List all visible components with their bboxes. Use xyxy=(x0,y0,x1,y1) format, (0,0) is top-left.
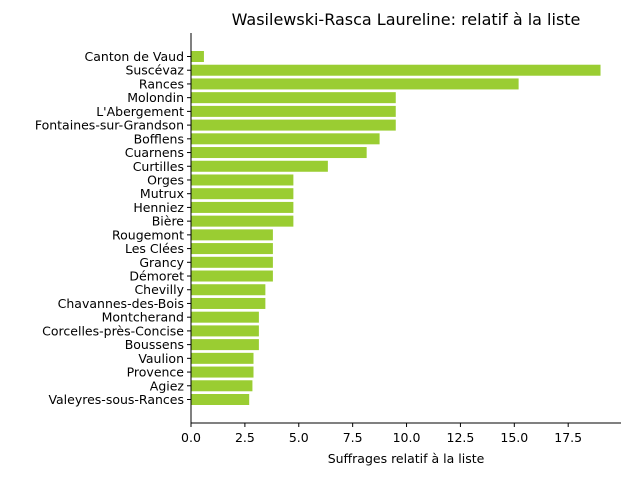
x-tick-label-7: 17.5 xyxy=(554,430,582,445)
category-label-19: Montcherand xyxy=(102,310,184,325)
plot-frame-left-bottom xyxy=(190,33,621,424)
category-label-25: Valeyres-sous-Rances xyxy=(48,392,184,407)
bar-8 xyxy=(191,160,328,172)
category-label-22: Vaulion xyxy=(138,351,184,366)
category-label-23: Provence xyxy=(127,365,185,380)
category-label-3: Molondin xyxy=(127,90,184,105)
bar-7 xyxy=(191,147,367,159)
category-label-16: Démoret xyxy=(129,269,184,284)
bar-15 xyxy=(191,256,273,268)
category-label-18: Chavannes-des-Bois xyxy=(58,296,184,311)
bar-20 xyxy=(191,325,259,337)
bar-23 xyxy=(191,366,254,378)
x-tick-label-0: 0.0 xyxy=(181,430,201,445)
bar-11 xyxy=(191,201,294,213)
category-label-9: Orges xyxy=(147,172,184,187)
bar-5 xyxy=(191,119,396,131)
x-tick-label-6: 15.0 xyxy=(500,430,528,445)
category-label-17: Chevilly xyxy=(134,282,184,297)
bar-3 xyxy=(191,92,396,104)
bar-0 xyxy=(191,51,204,62)
bars-group xyxy=(191,51,601,405)
bar-13 xyxy=(191,229,273,241)
category-label-21: Boussens xyxy=(125,337,184,352)
x-ticks-group: 0.0 2.5 5.0 7.5 10.0 12.5 15.0 17.5 xyxy=(181,423,582,445)
bar-22 xyxy=(191,352,254,364)
x-tick-label-4: 10.0 xyxy=(393,430,421,445)
category-label-11: Henniez xyxy=(133,200,184,215)
bar-6 xyxy=(191,133,380,145)
bar-9 xyxy=(191,174,294,186)
bar-18 xyxy=(191,297,266,309)
bar-2 xyxy=(191,78,519,90)
category-label-24: Agiez xyxy=(150,378,185,393)
category-label-20: Corcelles-près-Concise xyxy=(42,323,184,338)
bar-10 xyxy=(191,188,294,200)
bar-4 xyxy=(191,105,396,117)
bar-16 xyxy=(191,270,273,282)
x-tick-label-2: 5.0 xyxy=(289,430,309,445)
bar-12 xyxy=(191,215,294,227)
x-tick-label-5: 12.5 xyxy=(447,430,475,445)
category-label-1: Suscévaz xyxy=(125,63,184,78)
bar-14 xyxy=(191,243,273,255)
category-label-12: Bière xyxy=(152,214,185,229)
category-labels-group: Canton de VaudSuscévazRancesMolondinL'Ab… xyxy=(35,49,191,407)
category-label-7: Cuarnens xyxy=(125,145,184,160)
category-label-15: Grancy xyxy=(139,255,184,270)
category-label-10: Mutrux xyxy=(140,186,184,201)
bar-17 xyxy=(191,284,266,296)
chart-title: Wasilewski-Rasca Laureline: relatif à la… xyxy=(232,10,581,29)
category-label-2: Rances xyxy=(139,76,184,91)
category-label-4: L'Abergement xyxy=(96,104,184,119)
x-tick-label-1: 2.5 xyxy=(235,430,255,445)
x-tick-label-3: 7.5 xyxy=(343,430,363,445)
x-axis-label: Suffrages relatif à la liste xyxy=(328,451,485,466)
bar-19 xyxy=(191,311,259,323)
category-label-0: Canton de Vaud xyxy=(85,49,184,64)
bar-1 xyxy=(191,64,601,76)
bar-21 xyxy=(191,339,259,351)
category-label-13: Rougemont xyxy=(112,227,184,242)
bar-25 xyxy=(191,394,250,405)
category-label-8: Curtilles xyxy=(133,159,184,174)
category-label-14: Les Clées xyxy=(125,241,184,256)
category-label-6: Bofflens xyxy=(134,131,184,146)
bar-24 xyxy=(191,380,253,392)
category-label-5: Fontaines-sur-Grandson xyxy=(35,118,184,133)
